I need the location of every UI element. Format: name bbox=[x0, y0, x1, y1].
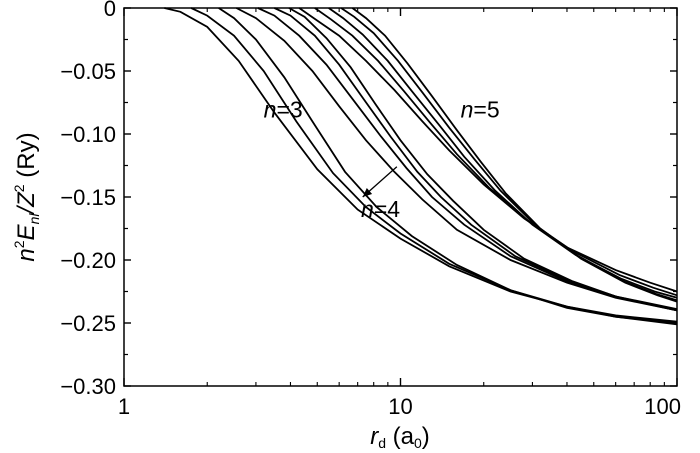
axis-ticks: 0 −0.05 −0.10 −0.15 −0.20 −0.25 −0.301 10 100 bbox=[60, 0, 681, 419]
series-line-9 bbox=[314, 7, 678, 297]
series-line-12 bbox=[351, 7, 678, 303]
x-tick-label: 100 bbox=[644, 394, 681, 419]
annotation-label-3: n=5 bbox=[461, 97, 500, 123]
series-line-2 bbox=[190, 7, 678, 324]
x-tick-label: 1 bbox=[118, 394, 130, 419]
y-tick-label: −0.30 bbox=[60, 374, 116, 399]
series-line-6 bbox=[274, 7, 678, 312]
y-tick-label: −0.15 bbox=[60, 185, 116, 210]
series-line-7 bbox=[288, 7, 678, 312]
y-tick-label: −0.20 bbox=[60, 248, 116, 273]
annotations: n=3 n=4 n=5 bbox=[264, 97, 500, 223]
series-line-11 bbox=[340, 7, 678, 302]
y-tick-label: −0.25 bbox=[60, 311, 116, 336]
y-tick-label: −0.10 bbox=[60, 122, 116, 147]
y-axis-title: n2Enl/Z2 (Ry) bbox=[11, 132, 42, 261]
x-tick-label: 10 bbox=[388, 394, 412, 419]
series-line-10 bbox=[328, 7, 678, 299]
y-tick-label: 0 bbox=[104, 0, 116, 21]
series-line-8 bbox=[298, 7, 678, 293]
series-line-5 bbox=[257, 7, 678, 310]
arrow-head bbox=[362, 188, 373, 197]
y-tick-label: −0.05 bbox=[60, 59, 116, 84]
annotation-label-2: n=4 bbox=[361, 196, 400, 222]
annotation-label-1: n=3 bbox=[264, 97, 303, 123]
x-axis-title: rd (a0) bbox=[370, 423, 430, 451]
series-line-3 bbox=[218, 7, 678, 326]
series-line-4 bbox=[235, 7, 678, 312]
series-curves bbox=[164, 7, 678, 326]
